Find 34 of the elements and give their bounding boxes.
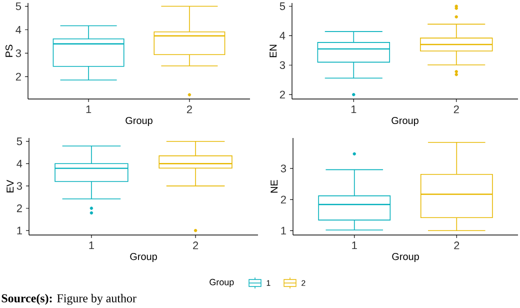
- x-tick-label: 1: [352, 242, 357, 250]
- y-tick-label: 5: [16, 138, 22, 146]
- y-axis-title: NE: [270, 180, 278, 193]
- y-tick-label: 3: [16, 49, 21, 58]
- y-tick-label: 2: [16, 72, 21, 81]
- x-tick-label: 1: [351, 106, 356, 114]
- y-tick-label: 2: [280, 196, 286, 204]
- x-axis-title: Group: [392, 253, 419, 262]
- y-tick-label: 4: [280, 32, 286, 40]
- x-axis-title: Group: [392, 117, 418, 126]
- x-tick-label: 1: [89, 242, 94, 250]
- x-axis-title: Group: [130, 253, 157, 262]
- x-tick-label: 1: [86, 106, 92, 114]
- y-tick-label: 4: [16, 160, 22, 168]
- y-axis-title: EN: [270, 44, 277, 58]
- y-tick-label: 2: [280, 90, 285, 98]
- x-tick-label: 2: [193, 242, 198, 250]
- x-axis-title: Group: [126, 117, 152, 126]
- legend-title: Group: [210, 278, 234, 288]
- y-tick-label: 5: [16, 2, 22, 10]
- y-tick-label: 1: [281, 226, 286, 234]
- y-tick-label: 3: [280, 61, 286, 70]
- x-tick-label: 2: [186, 106, 192, 114]
- text: Source(s): Figure by author: [2, 294, 136, 305]
- x-tick-label: 2: [454, 242, 460, 250]
- y-tick-label: 3: [280, 164, 286, 172]
- y-axis-title: PS: [6, 44, 13, 57]
- y-tick-label: 5: [280, 2, 286, 10]
- y-tick-label: 2: [16, 204, 22, 212]
- x-tick-label: 2: [454, 106, 459, 114]
- y-axis-title: EV: [6, 180, 14, 192]
- y-tick-label: 1: [17, 226, 22, 234]
- y-tick-label: 4: [16, 26, 22, 34]
- y-tick-label: 3: [16, 182, 22, 190]
